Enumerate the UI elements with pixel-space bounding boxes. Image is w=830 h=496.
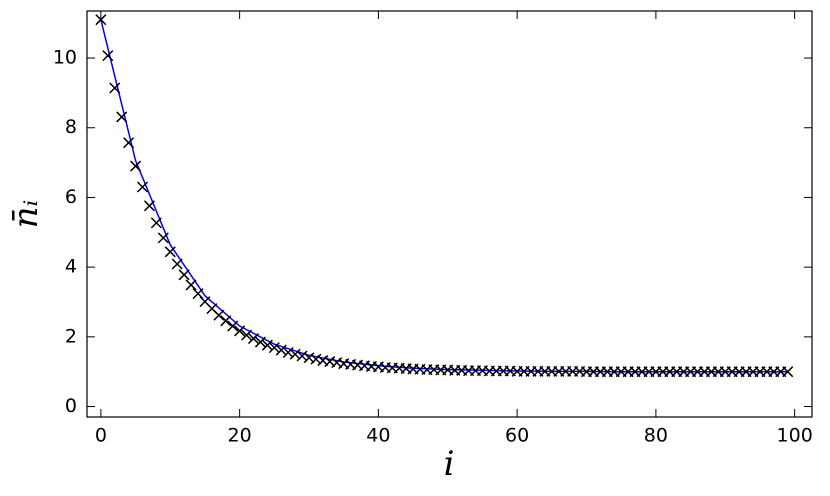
x-tick-label: 100 bbox=[777, 425, 813, 447]
marker bbox=[282, 346, 294, 359]
y-tick-label: 4 bbox=[65, 256, 77, 278]
marker bbox=[102, 50, 114, 62]
marker bbox=[227, 320, 239, 332]
marker bbox=[289, 348, 301, 360]
marker bbox=[192, 288, 204, 300]
x-tick-label: 0 bbox=[95, 425, 107, 447]
x-tick-label: 20 bbox=[228, 425, 252, 447]
x-tick-label: 60 bbox=[505, 425, 529, 447]
marker bbox=[261, 339, 273, 351]
fit-line bbox=[100, 19, 788, 373]
marker bbox=[268, 342, 280, 354]
marker bbox=[185, 279, 197, 291]
marker bbox=[310, 353, 322, 365]
marker bbox=[220, 315, 232, 327]
marker bbox=[234, 325, 246, 337]
plot-frame bbox=[86, 10, 813, 418]
marker bbox=[171, 258, 183, 270]
y-tick-label: 6 bbox=[65, 186, 77, 208]
marker bbox=[157, 232, 169, 244]
x-tick-label: 40 bbox=[366, 425, 390, 447]
y-axis-label: n̄ᵢ bbox=[6, 200, 46, 229]
marker bbox=[123, 137, 135, 149]
y-tick-label: 8 bbox=[65, 116, 77, 138]
x-tick-label: 80 bbox=[644, 425, 668, 447]
marker bbox=[213, 309, 225, 321]
marker bbox=[296, 350, 308, 362]
marker bbox=[247, 333, 260, 345]
marker bbox=[178, 269, 190, 281]
marker bbox=[116, 111, 128, 123]
marker bbox=[130, 160, 142, 172]
marker bbox=[241, 329, 253, 341]
marker bbox=[303, 352, 315, 364]
marker bbox=[143, 200, 155, 212]
marker bbox=[254, 336, 266, 348]
marker bbox=[782, 366, 794, 378]
marker bbox=[275, 344, 287, 356]
y-tick-label: 2 bbox=[65, 325, 77, 347]
x-axis-label: i bbox=[444, 444, 455, 484]
y-tick-label: 0 bbox=[65, 395, 77, 417]
marker bbox=[150, 217, 162, 229]
marker bbox=[109, 82, 121, 94]
y-tick-label: 10 bbox=[53, 47, 77, 69]
marker bbox=[164, 246, 176, 258]
marker bbox=[95, 14, 107, 26]
marker bbox=[136, 181, 149, 193]
